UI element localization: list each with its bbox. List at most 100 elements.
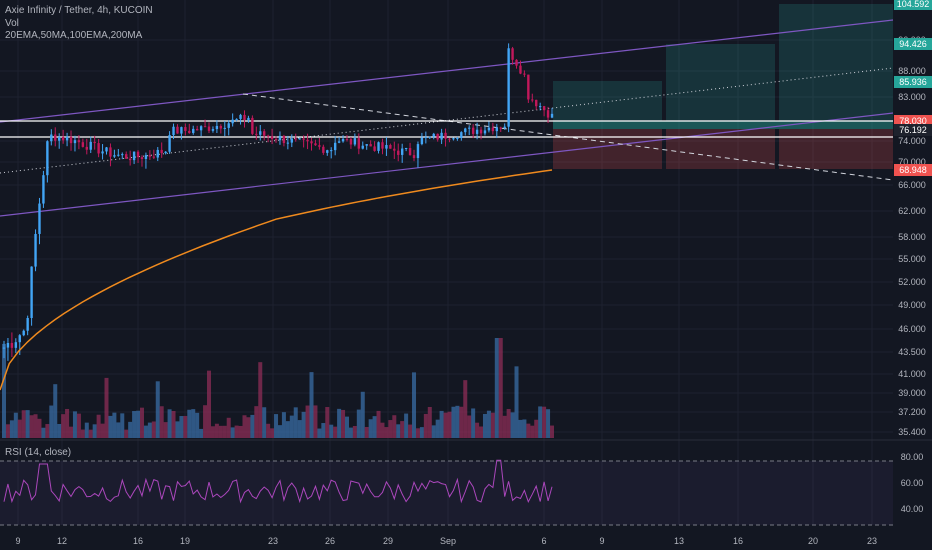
candle-body-46 [184,127,187,131]
candle-body-139 [550,113,554,118]
candle-body-114 [452,138,455,140]
rsi-tick-2: 40.00 [901,504,924,514]
volume-bar-40 [159,406,164,438]
candle-body-29 [117,154,120,156]
volume-bar-4 [17,419,22,438]
volume-bar-79 [313,405,318,438]
candle-body-102 [404,147,408,149]
volume-bar-51 [203,405,208,438]
rsi-pane [0,439,932,526]
volume-bar-61 [242,415,247,438]
volume-bar-87 [344,416,349,438]
candle-body-48 [192,128,195,133]
time-tick-11: 16 [733,536,743,546]
volume-bar-70 [277,425,282,438]
channel-lower [0,112,894,217]
volume-bar-8 [33,414,38,438]
candle-body-33 [132,151,136,161]
volume-bar-48 [191,409,196,438]
candle-body-109 [432,133,435,137]
candle-body-63 [251,117,254,134]
candle-body-32 [128,158,132,161]
candle-body-27 [109,147,112,157]
volume-bar-136 [538,406,543,438]
candle-body-22 [89,141,92,150]
candle-body-71 [282,135,286,144]
rsi-tick-1: 60.00 [901,478,924,488]
price-tick-5: 66.000 [898,180,926,190]
candle-body-100 [397,150,400,155]
sl2-zone [666,129,775,169]
volume-bar-5 [21,410,26,438]
candle-body-122 [483,130,487,134]
volume-bar-97 [384,427,389,438]
volume-bar-37 [147,422,152,438]
candle-body-66 [263,131,266,136]
volume-bar-36 [143,425,148,438]
volume-bar-77 [305,405,310,438]
moving-average [0,169,553,391]
sl3-zone [779,129,893,169]
candle-body-138 [546,110,550,118]
volume-bar-38 [151,421,156,438]
candle-body-52 [207,126,211,131]
candle-body-98 [389,145,392,149]
candle-body-14 [57,136,61,141]
price-tick-11: 46.000 [898,324,926,334]
volume-bar-96 [380,422,385,438]
price-tick-2: 83.000 [898,92,926,102]
volume-bar-130 [514,366,519,438]
trend-lines [0,19,894,217]
price-tick-12: 43.500 [898,347,926,357]
candle-body-9 [38,203,41,234]
candle-body-60 [239,114,242,119]
candle-body-101 [400,148,404,155]
volume-bar-11 [45,424,50,438]
candle-body-99 [393,148,396,151]
candle-body-104 [412,155,416,159]
candle-body-119 [471,127,475,134]
volume-bar-80 [317,428,322,438]
candle-body-24 [97,143,100,154]
volume-bar-72 [285,421,290,438]
candle-body-111 [440,132,443,140]
volume-bar-57 [226,417,231,438]
volume-bar-99 [392,415,397,438]
candle-body-68 [270,136,274,140]
candle-body-54 [215,125,219,130]
volume-bar-28 [112,412,117,438]
candle-body-34 [136,151,140,158]
candle-body-12 [50,134,53,142]
volume-bar-35 [139,407,144,438]
volume-bar-83 [329,424,334,438]
volume-bar-95 [376,410,381,438]
candle-body-105 [416,144,420,159]
candle-body-5 [22,330,25,336]
volume-bar-19 [76,413,81,438]
volume-bar-74 [293,407,298,438]
volume-bar-30 [120,413,125,438]
candle-body-59 [235,118,238,120]
candle-body-121 [479,129,483,134]
volume-bar-45 [179,416,184,438]
price-tag-0: 104.592 [894,0,932,10]
volume-bar-126 [498,338,503,438]
volume-bar-98 [388,420,393,438]
candle-body-47 [188,130,191,133]
volume-bar-91 [360,391,365,438]
candle-body-51 [203,126,207,128]
candle-body-58 [231,119,234,124]
volume-bar-127 [502,415,507,438]
time-tick-6: 29 [383,536,393,546]
volume-bar-17 [69,426,74,438]
price-tick-6: 62.000 [898,206,926,216]
time-tick-5: 26 [325,536,335,546]
candle-body-78 [310,141,313,144]
volume-bar-18 [72,411,77,438]
candle-body-7 [30,266,33,319]
tp3-zone [779,4,893,121]
time-tick-4: 23 [268,536,278,546]
candle-body-88 [349,139,353,145]
volume-bar-33 [132,411,137,438]
